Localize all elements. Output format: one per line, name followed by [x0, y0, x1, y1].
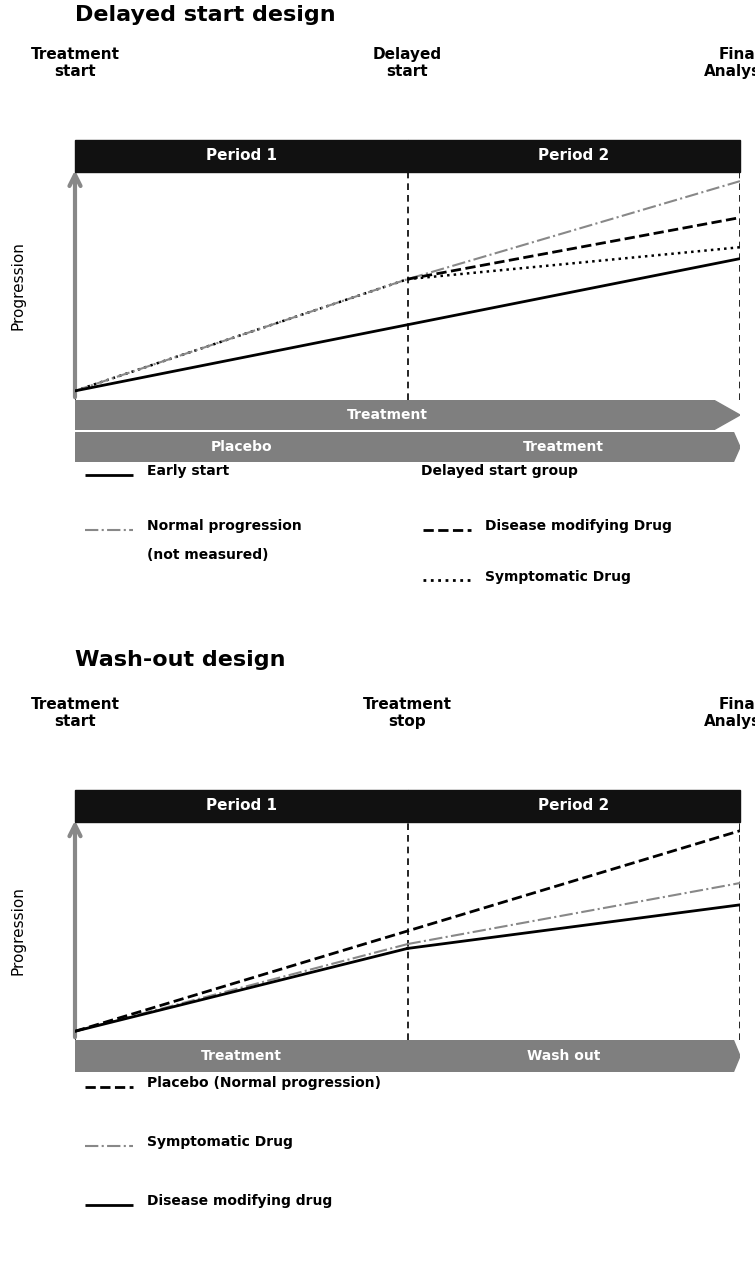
Text: Period 1: Period 1	[206, 798, 277, 813]
Polygon shape	[75, 400, 740, 430]
Text: Treatment
start: Treatment start	[30, 697, 119, 729]
Text: Symptomatic Drug: Symptomatic Drug	[146, 1135, 293, 1149]
Text: (not measured): (not measured)	[146, 548, 268, 562]
Text: Progression: Progression	[11, 241, 26, 331]
Text: Treatment
start: Treatment start	[30, 47, 119, 79]
Text: Final
Analysis: Final Analysis	[704, 697, 755, 729]
Text: Period 2: Period 2	[538, 148, 609, 163]
Text: Symptomatic Drug: Symptomatic Drug	[485, 570, 631, 584]
Text: Period 2: Period 2	[538, 798, 609, 813]
Text: Treatment: Treatment	[523, 441, 604, 455]
Text: Disease modifying Drug: Disease modifying Drug	[485, 518, 672, 533]
Text: Treatment
stop: Treatment stop	[363, 697, 452, 729]
Text: Delayed start design: Delayed start design	[75, 5, 336, 26]
Text: Normal progression: Normal progression	[146, 518, 301, 533]
Text: Wash-out design: Wash-out design	[75, 650, 285, 670]
Polygon shape	[408, 432, 740, 462]
Text: Wash out: Wash out	[527, 1048, 600, 1062]
Polygon shape	[75, 1039, 408, 1071]
Text: Placebo: Placebo	[211, 441, 272, 455]
Polygon shape	[75, 432, 408, 462]
Text: Treatment: Treatment	[347, 407, 428, 421]
Text: Final
Analysis: Final Analysis	[704, 47, 755, 79]
Polygon shape	[408, 1039, 740, 1071]
Text: Treatment: Treatment	[201, 1048, 282, 1062]
Text: Progression: Progression	[11, 886, 26, 976]
Text: Early start: Early start	[146, 464, 229, 478]
Text: Disease modifying drug: Disease modifying drug	[146, 1194, 332, 1208]
Text: Placebo (Normal progression): Placebo (Normal progression)	[146, 1077, 381, 1091]
Text: Delayed
start: Delayed start	[373, 47, 442, 79]
Text: Period 1: Period 1	[206, 148, 277, 163]
Text: Delayed start group: Delayed start group	[421, 464, 578, 478]
